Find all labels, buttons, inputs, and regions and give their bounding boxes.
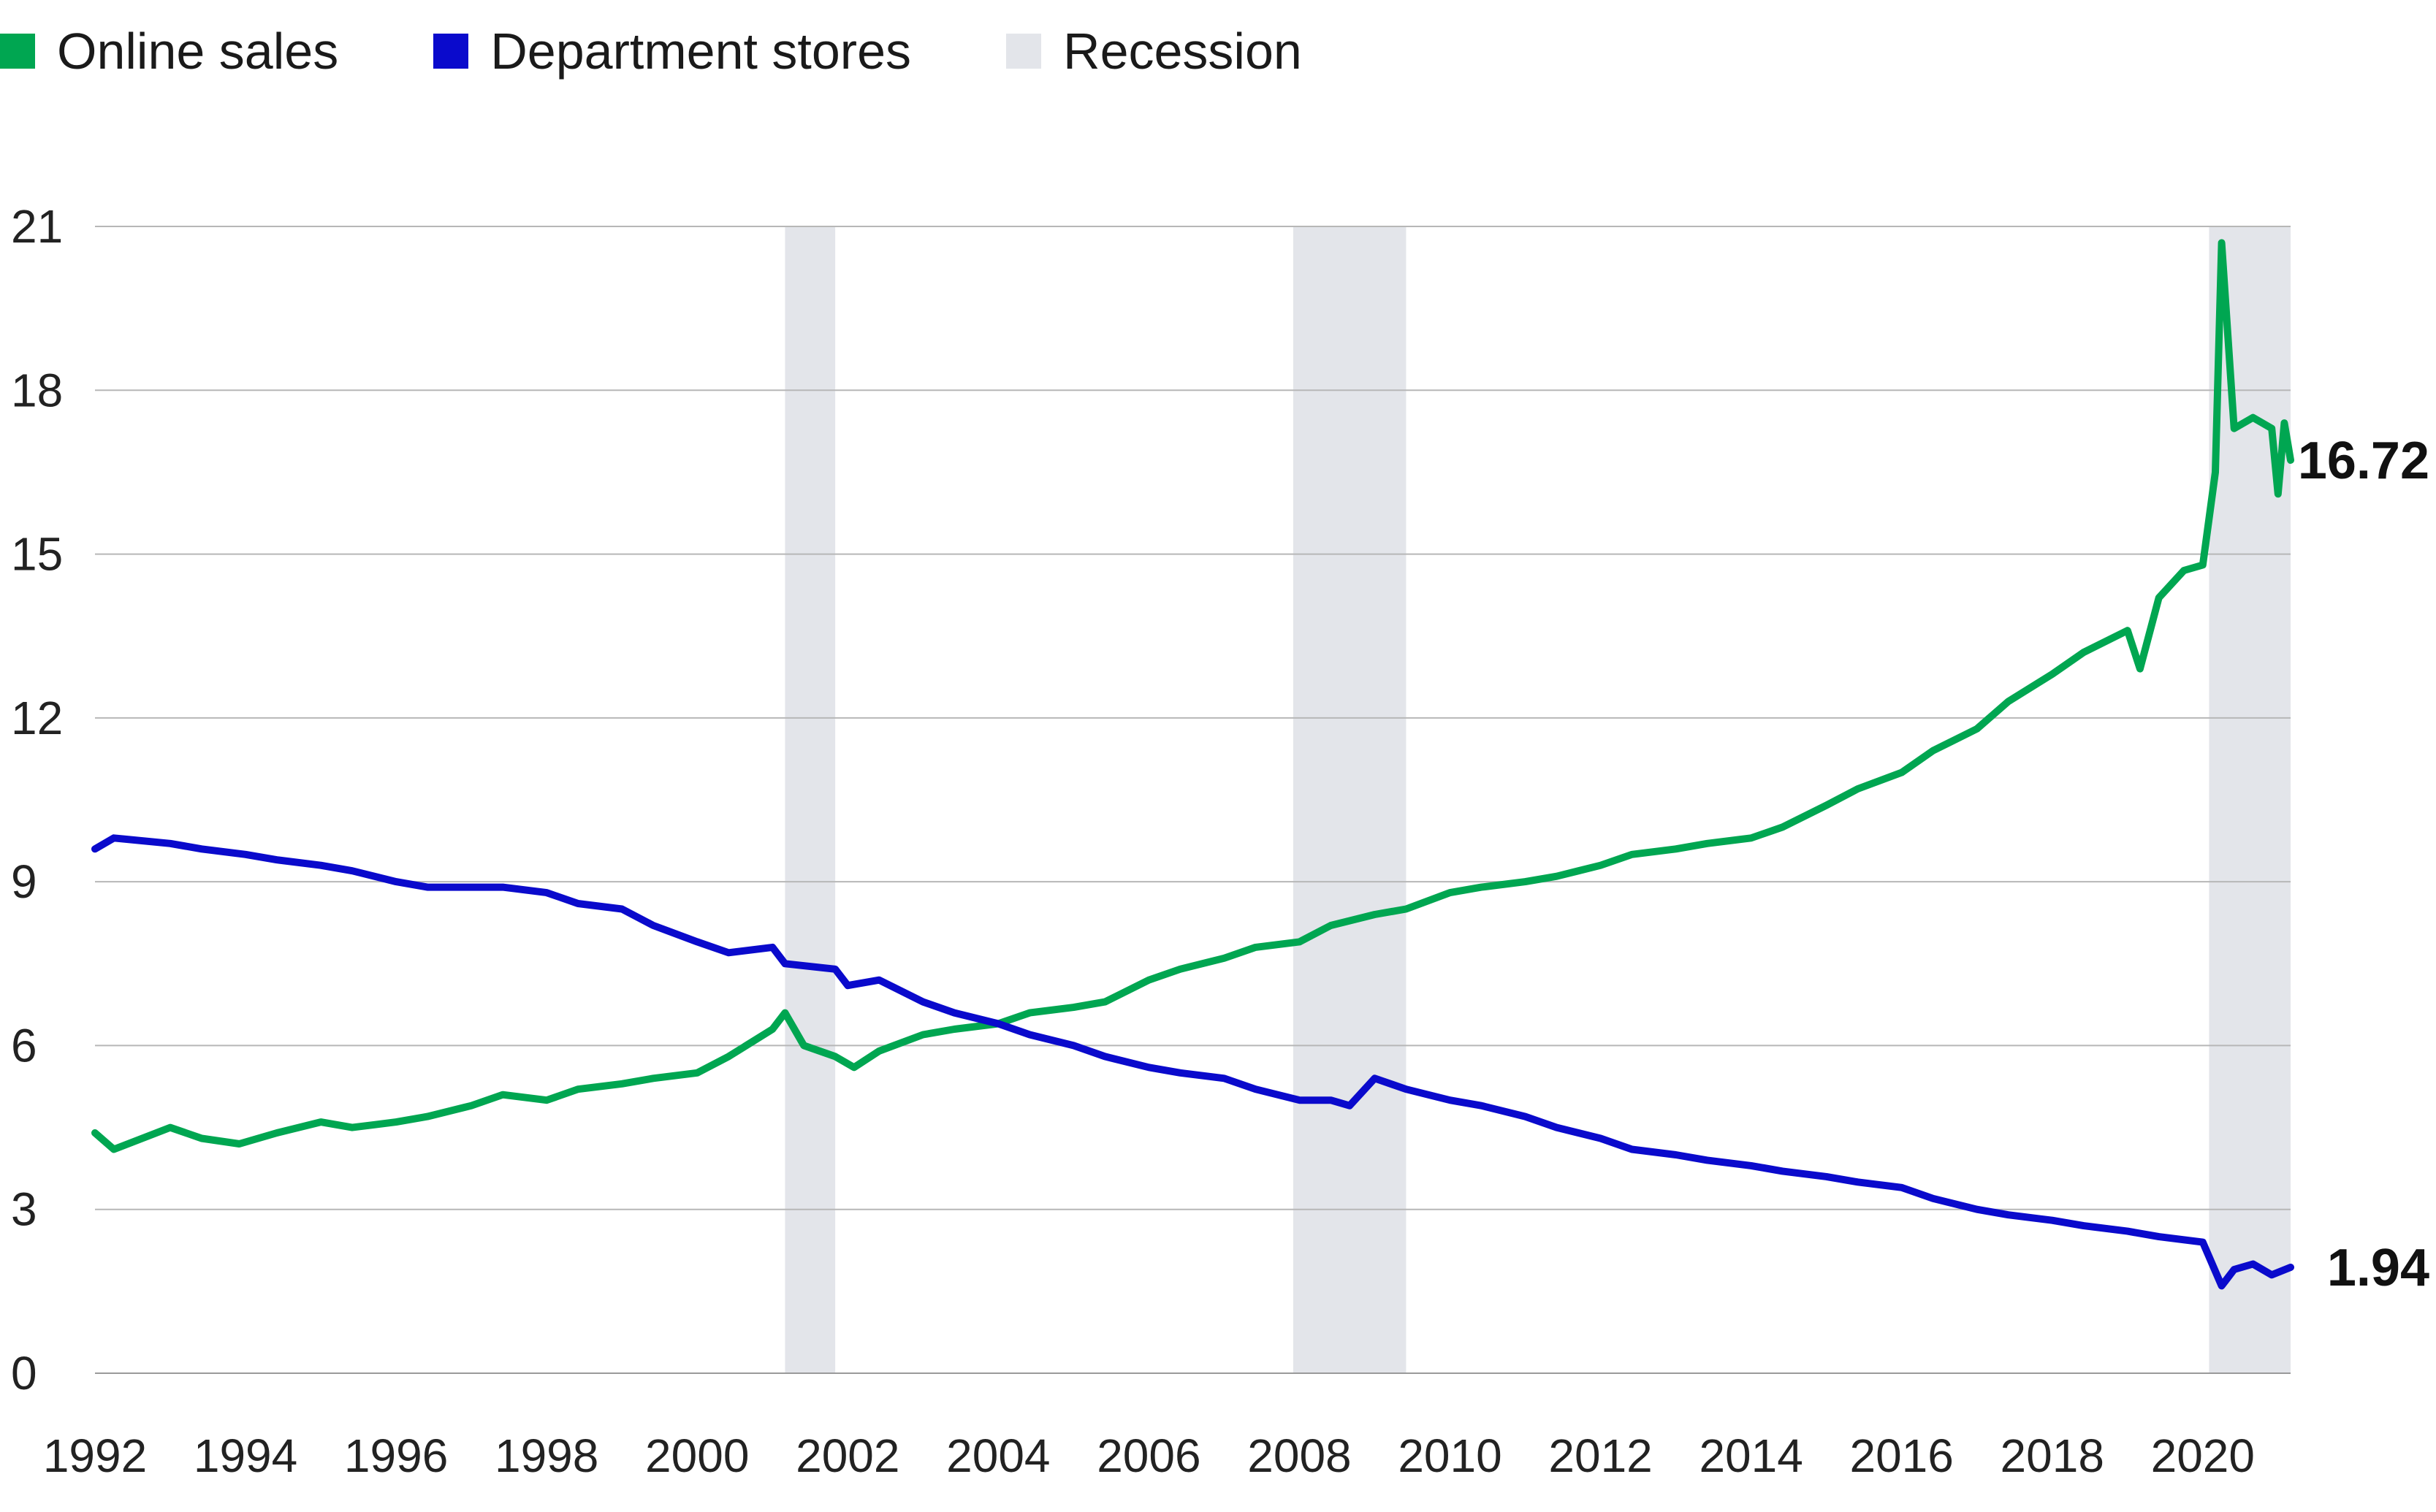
y-tick-label-15: 15 [11,528,63,581]
y-tick-label-0: 0 [11,1347,37,1400]
legend-item-recession: Recession [1006,22,1302,80]
series-line-online-sales [91,239,2294,1153]
x-tick-label-2018: 2018 [2001,1429,2104,1482]
legend-item-department-stores: Department stores [433,22,911,80]
x-tick-label-2010: 2010 [1398,1429,1501,1482]
recession-band-1 [785,226,836,1373]
y-tick-label-9: 9 [11,855,37,908]
x-tick-label-1998: 1998 [495,1429,598,1482]
series-line-department-stores [91,834,2294,1290]
x-tick-label-1994: 1994 [194,1429,297,1482]
legend-item-online-sales: Online sales [0,22,338,80]
online-sales-swatch [0,34,35,69]
x-tick-label-2004: 2004 [946,1429,1050,1482]
x-tick-label-2000: 2000 [645,1429,749,1482]
y-tick-label-12: 12 [11,692,63,744]
y-tick-label-21: 21 [11,200,63,253]
department-stores-legend-label: Department stores [490,23,912,80]
y-tick-label-18: 18 [11,364,63,416]
recession-band-3 [2209,226,2291,1373]
x-tick-label-2002: 2002 [796,1429,899,1482]
legend: Online sales Department stores Recession [0,15,1397,88]
end-value-label-department-stores: 1.94 [2327,1239,2429,1297]
x-tick-label-2016: 2016 [1849,1429,1953,1482]
y-tick-label-6: 6 [11,1019,37,1072]
recession-band-2 [1293,226,1407,1373]
x-tick-label-2006: 2006 [1097,1429,1200,1482]
recession-legend-label: Recession [1063,23,1302,80]
department-stores-swatch [433,34,469,69]
online-sales-legend-label: Online sales [57,23,339,80]
x-tick-label-2014: 2014 [1699,1429,1803,1482]
x-tick-label-2020: 2020 [2151,1429,2255,1482]
x-tick-label-2008: 2008 [1247,1429,1351,1482]
end-value-label-online-sales: 16.72 [2298,432,2429,490]
x-tick-label-2012: 2012 [1548,1429,1652,1482]
recession-swatch [1006,34,1042,69]
y-tick-label-3: 3 [11,1183,37,1236]
x-tick-label-1996: 1996 [344,1429,448,1482]
x-tick-label-1992: 1992 [43,1429,147,1482]
